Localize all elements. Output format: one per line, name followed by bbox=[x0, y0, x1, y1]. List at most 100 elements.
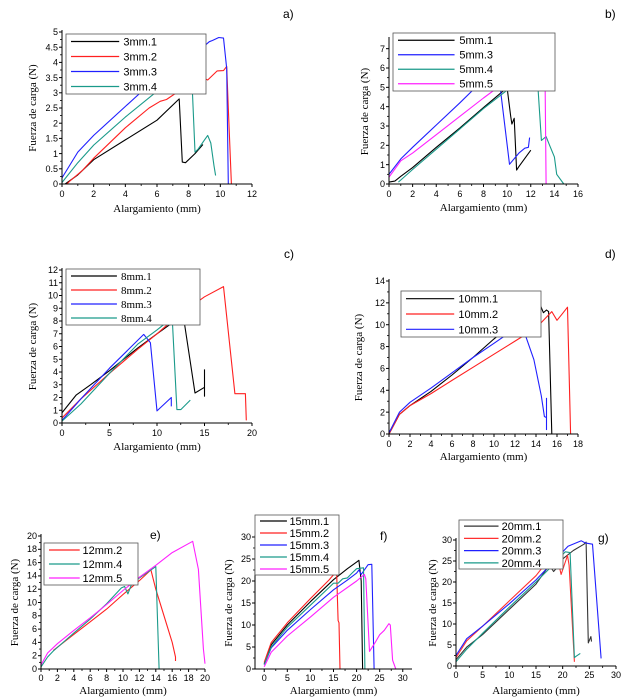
x-tick-label: 12 bbox=[134, 673, 144, 683]
legend: 5mm.1 5mm.3 5mm.4 5mm.5 bbox=[392, 32, 556, 92]
y-tick-label: 5 bbox=[447, 640, 452, 650]
x-tick-label: 25 bbox=[584, 670, 594, 680]
series-line-8mm-4 bbox=[62, 317, 191, 422]
legend-label: 8mm.3 bbox=[121, 299, 152, 311]
x-axis-title: Alargamiento (mm) bbox=[440, 451, 528, 463]
series-line-3mm-1 bbox=[64, 98, 204, 185]
x-tick-label: 8 bbox=[186, 189, 191, 199]
series-line-15mm-4 bbox=[263, 567, 366, 670]
y-tick-label: 3 bbox=[380, 121, 385, 131]
y-tick-label: 10 bbox=[48, 291, 58, 301]
x-tick-label: 25 bbox=[375, 673, 385, 683]
x-axis-title: Alargamiento (mm) bbox=[290, 685, 378, 697]
x-tick-label: 6 bbox=[154, 189, 159, 199]
panel-label: d) bbox=[605, 247, 616, 261]
series-line-12mm-2 bbox=[52, 569, 177, 661]
y-tick-label: 30 bbox=[241, 532, 251, 542]
panel-label: c) bbox=[284, 247, 294, 261]
y-tick-label: 4 bbox=[380, 102, 385, 112]
y-tick-label: 20 bbox=[241, 576, 251, 586]
legend-label: 12mm.4 bbox=[83, 559, 123, 571]
x-tick-label: 4 bbox=[434, 189, 439, 199]
x-tick-label: 16 bbox=[167, 673, 177, 683]
y-tick-label: 0 bbox=[53, 179, 58, 189]
y-tick-label: 15 bbox=[241, 598, 251, 608]
y-tick-label: 3 bbox=[53, 88, 58, 98]
x-tick-label: 14 bbox=[549, 189, 559, 199]
y-axis-title: Fuerza de carga (N) bbox=[353, 313, 365, 401]
panel-label: f) bbox=[380, 529, 387, 543]
series-line-15mm-2 bbox=[263, 572, 341, 670]
x-tick-label: 10 bbox=[215, 189, 225, 199]
legend: 8mm.1 8mm.2 8mm.3 8mm.4 bbox=[65, 268, 201, 326]
y-tick-label: 11 bbox=[49, 278, 58, 288]
legend-label: 15mm.5 bbox=[289, 564, 329, 576]
x-axis-title: Alargamiento (mm) bbox=[79, 685, 167, 697]
panel-label: g) bbox=[598, 531, 609, 545]
legend-label: 15mm.4 bbox=[289, 552, 329, 564]
legend-label: 3mm.4 bbox=[123, 81, 157, 93]
y-tick-label: 8 bbox=[53, 316, 58, 326]
x-axis-title: Alargamiento (mm) bbox=[440, 202, 528, 214]
y-tick-label: 0 bbox=[447, 661, 452, 671]
y-axis-title: Fuerza de carga (N) bbox=[27, 64, 39, 152]
y-tick-label: 4 bbox=[53, 367, 58, 377]
legend-box bbox=[65, 268, 201, 326]
legend-label: 20mm.2 bbox=[502, 533, 542, 545]
x-tick-label: 6 bbox=[449, 439, 454, 449]
y-tick-label: 1 bbox=[53, 405, 58, 415]
x-tick-label: 2 bbox=[410, 189, 415, 199]
legend-label: 15mm.2 bbox=[289, 528, 329, 540]
x-tick-label: 8 bbox=[481, 189, 486, 199]
y-tick-label: 0.5 bbox=[45, 164, 58, 174]
y-tick-label: 12 bbox=[27, 584, 37, 594]
x-tick-label: 12 bbox=[526, 189, 536, 199]
x-tick-label: 5 bbox=[107, 428, 112, 438]
y-tick-label: 16 bbox=[27, 557, 37, 567]
x-tick-label: 16 bbox=[552, 439, 562, 449]
x-tick-label: 10 bbox=[489, 439, 499, 449]
y-tick-label: 0 bbox=[53, 418, 58, 428]
y-tick-label: 18 bbox=[27, 544, 37, 554]
x-tick-label: 6 bbox=[88, 673, 93, 683]
x-tick-label: 12 bbox=[247, 189, 257, 199]
x-axis-title: Alargamiento (mm) bbox=[492, 685, 580, 697]
x-tick-label: 15 bbox=[199, 428, 209, 438]
y-axis-title: Fuerza de carga (N) bbox=[359, 67, 371, 155]
x-tick-label: 8 bbox=[104, 673, 109, 683]
series-line-10mm-2 bbox=[389, 306, 572, 435]
y-tick-label: 20 bbox=[27, 531, 37, 541]
series-line-5mm-1 bbox=[389, 87, 532, 183]
y-axis-title: Fuerza de carga (N) bbox=[27, 302, 39, 390]
y-tick-label: 5 bbox=[53, 27, 58, 37]
x-tick-label: 0 bbox=[59, 428, 64, 438]
y-tick-label: 2 bbox=[53, 118, 58, 128]
legend-label: 12mm.5 bbox=[83, 573, 123, 585]
series-line-15mm-3 bbox=[263, 563, 375, 670]
y-tick-label: 25 bbox=[442, 556, 452, 566]
x-axis-title: Alargamiento (mm) bbox=[113, 441, 201, 453]
y-tick-label: 6 bbox=[53, 342, 58, 352]
legend-label: 20mm.3 bbox=[502, 546, 542, 558]
y-tick-label: 7 bbox=[53, 329, 58, 339]
y-tick-label: 8 bbox=[380, 342, 385, 352]
legend: 3mm.1 3mm.2 3mm.3 3mm.4 bbox=[65, 33, 207, 95]
y-tick-label: 5 bbox=[380, 82, 385, 92]
x-axis-title: Alargamiento (mm) bbox=[113, 203, 201, 215]
x-tick-label: 18 bbox=[184, 673, 194, 683]
y-tick-label: 6 bbox=[380, 364, 385, 374]
y-tick-label: 3 bbox=[53, 380, 58, 390]
panel-label: e) bbox=[150, 528, 161, 542]
panel-a: 0 2 4 6 8 10 12 0 0.5 1 1.5 2 2.5 3 3.5 4 4.5 5 Alargamien… bbox=[27, 7, 294, 215]
x-tick-label: 10 bbox=[504, 670, 514, 680]
legend-label: 5mm.1 bbox=[459, 35, 493, 47]
y-tick-label: 1 bbox=[53, 149, 58, 159]
y-tick-label: 30 bbox=[442, 535, 452, 545]
x-tick-label: 0 bbox=[38, 673, 43, 683]
x-tick-label: 2 bbox=[407, 439, 412, 449]
x-tick-label: 2 bbox=[55, 673, 60, 683]
